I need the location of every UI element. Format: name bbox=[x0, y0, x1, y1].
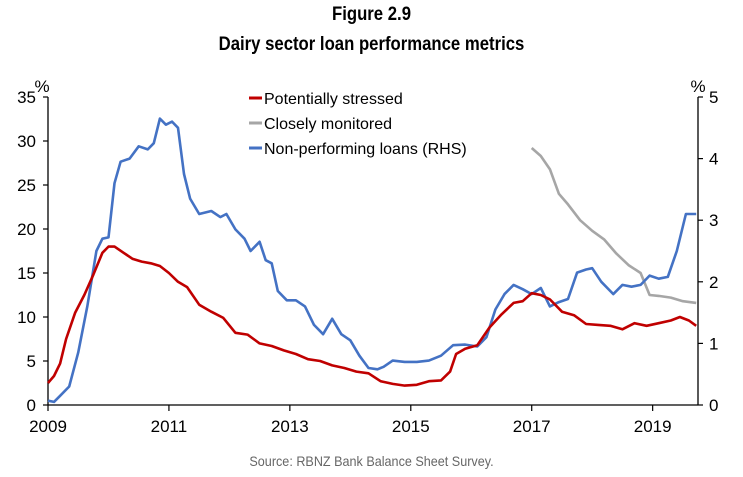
right-tick-label: 4 bbox=[709, 150, 718, 169]
left-axis-unit: % bbox=[34, 77, 49, 96]
right-axis-unit: % bbox=[690, 77, 705, 96]
legend-label: Closely monitored bbox=[264, 116, 392, 133]
x-tick-label: 2009 bbox=[29, 417, 67, 436]
x-tick-label: 2017 bbox=[513, 417, 551, 436]
left-tick-label: 35 bbox=[17, 88, 36, 107]
series-line-potentially-stressed bbox=[47, 245, 697, 387]
x-tick-label: 2013 bbox=[271, 417, 309, 436]
left-tick-label: 0 bbox=[27, 396, 36, 415]
legend-label: Non-performing loans (RHS) bbox=[264, 141, 467, 158]
left-tick-label: 10 bbox=[17, 308, 36, 327]
figure-number: Figure 2.9 bbox=[332, 4, 411, 25]
left-tick-label: 30 bbox=[17, 132, 36, 151]
chart-title: Dairy sector loan performance metrics bbox=[218, 34, 525, 55]
source-note: Source: RBNZ Bank Balance Sheet Survey. bbox=[249, 453, 494, 469]
left-tick-label: 25 bbox=[17, 176, 36, 195]
left-tick-label: 15 bbox=[17, 264, 36, 283]
right-tick-label: 1 bbox=[709, 334, 718, 353]
right-tick-label: 3 bbox=[709, 211, 718, 230]
series-line-non-performing-loans-rhs bbox=[47, 117, 697, 404]
left-tick-label: 5 bbox=[27, 352, 36, 371]
right-tick-label: 0 bbox=[709, 396, 718, 415]
x-tick-label: 2015 bbox=[392, 417, 430, 436]
x-tick-label: 2011 bbox=[151, 417, 188, 436]
left-tick-label: 20 bbox=[17, 220, 36, 239]
legend-label: Potentially stressed bbox=[264, 91, 403, 108]
x-tick-label: 2019 bbox=[634, 417, 672, 436]
right-tick-label: 5 bbox=[709, 88, 718, 107]
series-line-closely-monitored bbox=[530, 147, 697, 305]
right-tick-label: 2 bbox=[709, 273, 718, 292]
